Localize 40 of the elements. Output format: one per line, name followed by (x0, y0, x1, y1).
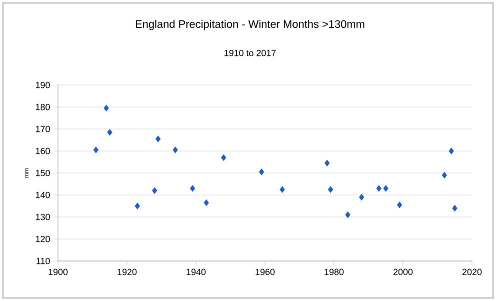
x-tick-label: 2020 (462, 268, 482, 276)
point (258, 168, 264, 176)
x-tick-label: 1900 (48, 268, 68, 276)
point (359, 194, 364, 201)
x-tick-label: 1960 (256, 268, 275, 276)
point (155, 136, 161, 142)
y-tick-label: 180 (36, 104, 50, 110)
point (107, 128, 112, 136)
x-tick-label: 1940 (186, 268, 206, 276)
point (152, 187, 158, 194)
y-tick-label: 120 (36, 236, 50, 242)
point (204, 199, 209, 206)
point (376, 185, 382, 192)
point (280, 186, 285, 193)
y-tick-label: 170 (36, 126, 50, 132)
chart-title: England Precipitation - Winter Months >130mm (136, 20, 364, 30)
point (93, 146, 99, 154)
y-tick-label: 140 (36, 192, 50, 198)
y-tick-label: 160 (36, 148, 50, 154)
x-tick-label: 2000 (393, 268, 413, 276)
point (345, 211, 350, 218)
x-tick-label: 1980 (324, 268, 344, 276)
chart-subtitle: 1910 to 2017 (224, 50, 276, 56)
point (104, 104, 109, 112)
point (134, 202, 140, 210)
point (190, 185, 196, 192)
point (172, 146, 178, 154)
point (442, 172, 448, 179)
y-tick-label: 190 (36, 82, 50, 88)
point (328, 186, 334, 193)
x-tick-label: 1920 (118, 268, 137, 276)
y-tick-label: 110 (36, 258, 50, 264)
point (396, 202, 402, 208)
y-tick-label: 150 (36, 170, 50, 176)
point (324, 160, 330, 167)
point (221, 154, 226, 162)
point (448, 148, 454, 154)
point (383, 185, 388, 192)
point (452, 204, 458, 212)
y-tick-label: 130 (36, 214, 50, 220)
